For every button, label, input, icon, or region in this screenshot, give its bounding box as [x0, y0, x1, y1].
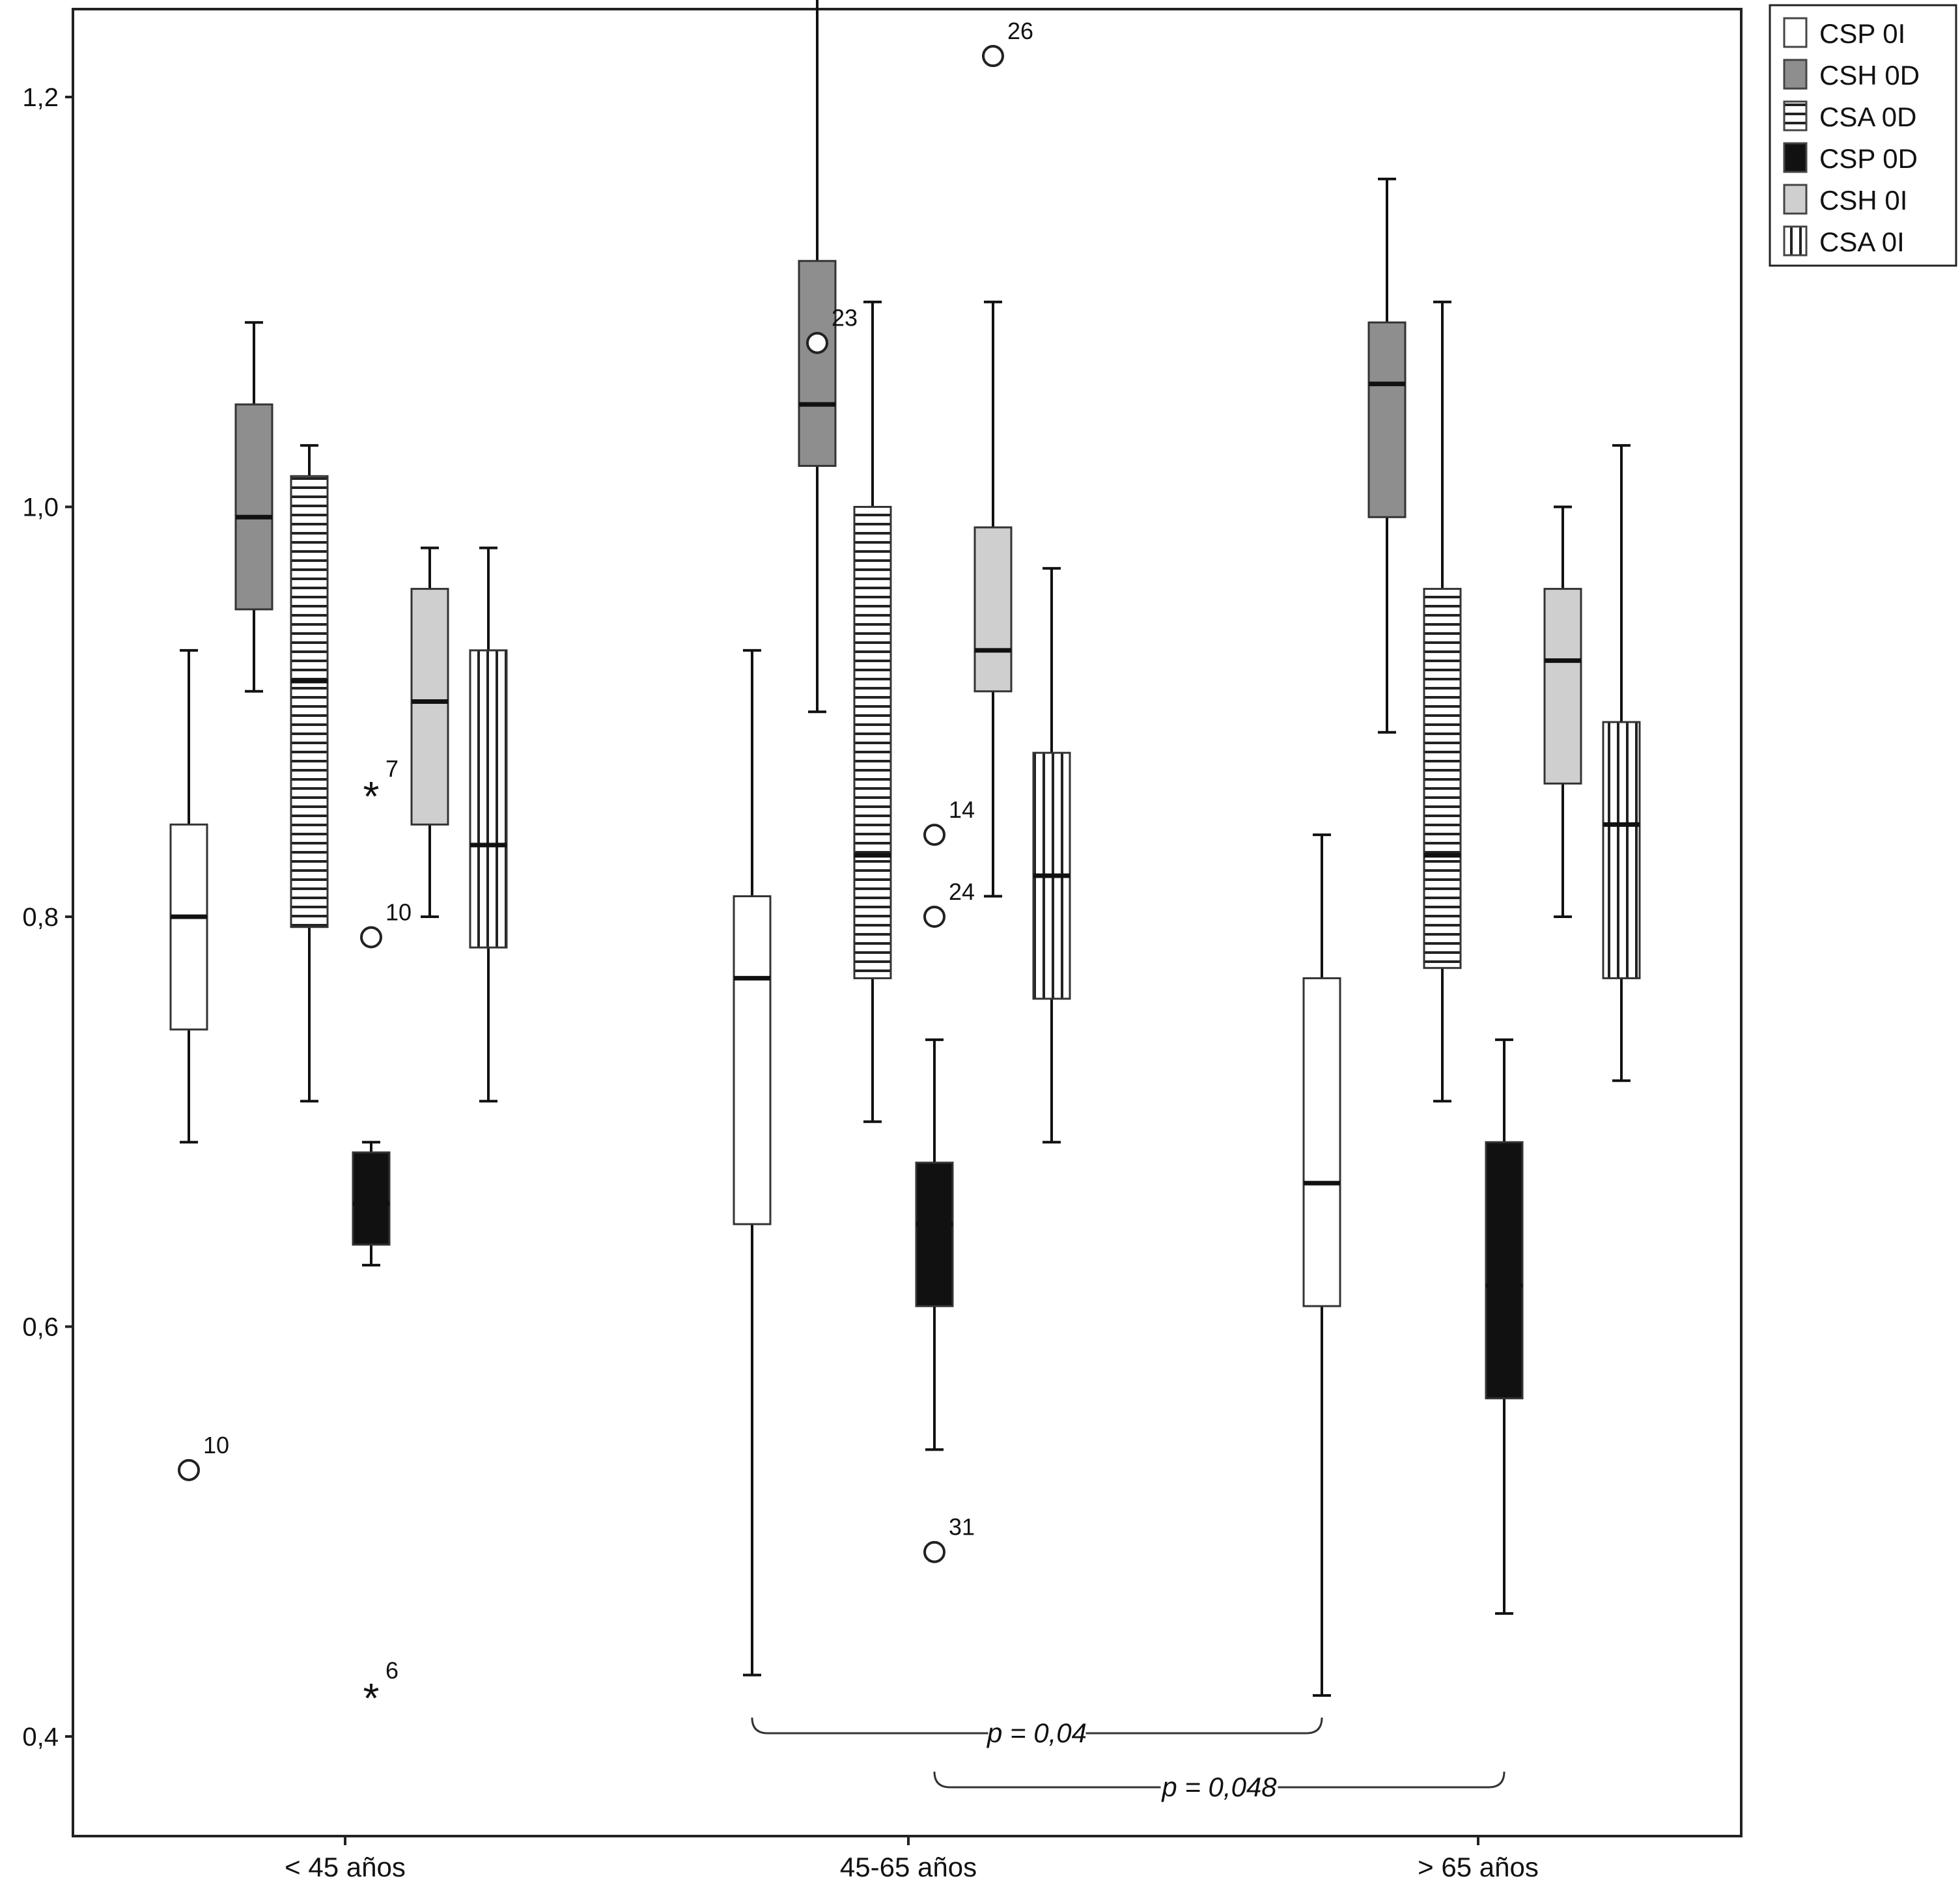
y-tick-label: 0,4 [22, 1723, 59, 1751]
box-iqr [1423, 587, 1462, 969]
outlier-circle [923, 906, 945, 928]
box-iqr [469, 649, 508, 949]
outlier-circle [806, 331, 828, 354]
p-value-label: p = 0,04 [986, 1718, 1087, 1748]
outlier-circle [923, 824, 945, 846]
outlier-circle [923, 1540, 945, 1563]
box-iqr [973, 526, 1013, 693]
box-iqr [915, 1162, 954, 1307]
outlier-label: 14 [949, 796, 975, 823]
y-tick-label: 1,0 [22, 494, 59, 522]
box-iqr [1543, 587, 1582, 785]
box-iqr [290, 475, 329, 928]
significance-bracket [933, 1771, 1505, 1789]
x-category-label: > 65 años [1418, 1852, 1539, 1882]
y-tick-label: 0,8 [22, 903, 59, 932]
legend-swatch [1783, 17, 1808, 48]
significance-bracket [751, 1717, 1323, 1735]
y-tick-label: 1,2 [22, 83, 59, 112]
box-iqr [410, 587, 449, 826]
outlier-label: 10 [203, 1432, 229, 1458]
outlier-label: 26 [1007, 18, 1033, 44]
outlier-label: 23 [832, 305, 858, 331]
outlier-circle [360, 926, 382, 949]
outlier-label: 31 [949, 1514, 975, 1540]
legend-label: CSP 0D [1819, 143, 1918, 174]
legend-swatch [1783, 184, 1808, 215]
legend-box [1769, 4, 1957, 267]
box-iqr [798, 260, 837, 467]
box-iqr [1602, 721, 1641, 979]
box-iqr [169, 823, 208, 1031]
box-iqr [733, 895, 772, 1225]
box-iqr [853, 506, 892, 979]
legend-swatch [1783, 59, 1808, 90]
box-iqr [352, 1151, 391, 1246]
outlier-circle [178, 1458, 200, 1481]
x-category-label: < 45 años [285, 1852, 406, 1882]
legend-label: CSA 0I [1819, 227, 1905, 257]
outlier-label: 7 [385, 755, 399, 782]
legend-swatch [1783, 142, 1808, 173]
legend-label: CSP 0I [1819, 18, 1905, 49]
box-iqr [1485, 1141, 1524, 1400]
outlier-label: 10 [385, 899, 412, 925]
outlier-label: 6 [385, 1657, 399, 1684]
y-tick-label: 0,6 [22, 1313, 59, 1342]
box-iqr [1302, 977, 1341, 1307]
box-iqr [1367, 321, 1407, 518]
legend-label: CSH 0I [1819, 185, 1907, 216]
outlier-label: 24 [949, 878, 975, 905]
box-iqr [234, 403, 273, 611]
outlier-star: * [363, 773, 380, 820]
x-category-label: 45-65 años [840, 1852, 977, 1882]
legend-label: CSH 0D [1819, 60, 1920, 91]
p-value-label: p = 0,048 [1160, 1772, 1277, 1802]
outlier-circle [982, 45, 1004, 68]
outlier-star: * [363, 1675, 380, 1722]
legend-label: CSA 0D [1819, 102, 1916, 132]
legend-swatch [1783, 100, 1808, 132]
legend-swatch [1783, 225, 1808, 257]
